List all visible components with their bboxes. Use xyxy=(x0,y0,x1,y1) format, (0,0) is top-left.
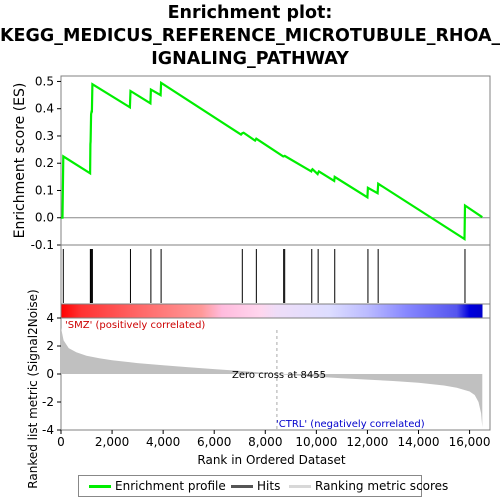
enrichment-profile-line xyxy=(61,80,483,241)
es-y-axis-label: Enrichment score (ES) xyxy=(12,83,28,239)
es-y-tick-label: 0.4 xyxy=(35,102,54,116)
axes: 0 2,000 4,000 6,000 8,000 10,000 12,000 14,000 1… xyxy=(57,430,491,467)
positive-correlation-label: 'SMZ' (positively correlated) xyxy=(65,320,205,331)
title-line-2: KEGG_MEDICUS_REFERENCE_MICROTUBULE_RHOA_… xyxy=(0,26,500,46)
legend-swatch-enrichment xyxy=(89,484,111,488)
negative-correlation-label: 'CTRL' (negatively correlated) xyxy=(276,419,425,430)
correlation-band xyxy=(60,303,491,319)
hits-frame xyxy=(60,244,491,305)
x-tick-label: 10,000 xyxy=(295,435,337,449)
x-tick-label: 4,000 xyxy=(146,435,180,449)
legend-label-hits: Hits xyxy=(257,479,281,493)
x-tick-label: 6,000 xyxy=(197,435,231,449)
x-tick-label: 0 xyxy=(57,435,65,449)
hits-panel xyxy=(60,244,491,305)
x-axis-label: Rank in Ordered Dataset xyxy=(197,453,345,467)
legend-item-ranking-metric: Ranking metric scores xyxy=(289,479,448,493)
zero-cross-label: Zero cross at 8455 xyxy=(232,370,326,381)
rank-y-tick-label: 2 xyxy=(46,339,54,353)
es-y-tick-label: 0.2 xyxy=(35,156,54,170)
rank-y-tick-label: -2 xyxy=(42,395,54,409)
legend-swatch-ranking xyxy=(289,484,311,488)
legend-label-enrichment: Enrichment profile xyxy=(115,479,226,493)
rank-y-tick-label: -4 xyxy=(42,423,54,437)
ranking-panel: -4 -2 0 2 4 'SMZ' (positively correlated) Zero… xyxy=(26,289,491,489)
page-title: Enrichment plot: KEGG_MEDICUS_REFERENCE_… xyxy=(0,2,500,71)
es-plot-frame xyxy=(60,75,491,246)
es-panel: -0.1 0.0 0.1 0.2 0.3 0.4 0.5 Enrichment score (… xyxy=(12,74,491,252)
title-line-3: IGNALING_PATHWAY xyxy=(151,49,349,69)
legend-item-enrichment-profile: Enrichment profile xyxy=(89,479,226,493)
es-y-tick-label: 0.5 xyxy=(35,74,54,88)
x-tick-label: 2,000 xyxy=(95,435,129,449)
es-y-tick-label: -0.1 xyxy=(31,238,54,252)
rank-y-tick-label: 0 xyxy=(46,367,54,381)
title-line-1: Enrichment plot: xyxy=(167,3,333,23)
legend-swatch-hits xyxy=(231,484,253,488)
x-tick-label: 12,000 xyxy=(346,435,388,449)
es-y-tick-label: 0.1 xyxy=(35,183,54,197)
legend-label-ranking: Ranking metric scores xyxy=(315,479,449,493)
correlation-band-rect xyxy=(60,303,491,319)
x-tick-label: 8,000 xyxy=(248,435,282,449)
rank-y-axis-label: Ranked list metric (Signal2Noise) xyxy=(26,289,40,488)
legend-item-hits: Hits xyxy=(231,479,280,493)
es-y-tick-label: 0.0 xyxy=(35,211,54,225)
es-y-tick-label: 0.3 xyxy=(35,129,54,143)
x-tick-label: 16,000 xyxy=(449,435,491,449)
legend: Enrichment profile Hits Ranking metric s… xyxy=(78,475,448,497)
rank-y-tick-label: 4 xyxy=(46,311,54,325)
ranking-metric-area xyxy=(61,327,483,428)
x-tick-label: 14,000 xyxy=(398,435,440,449)
